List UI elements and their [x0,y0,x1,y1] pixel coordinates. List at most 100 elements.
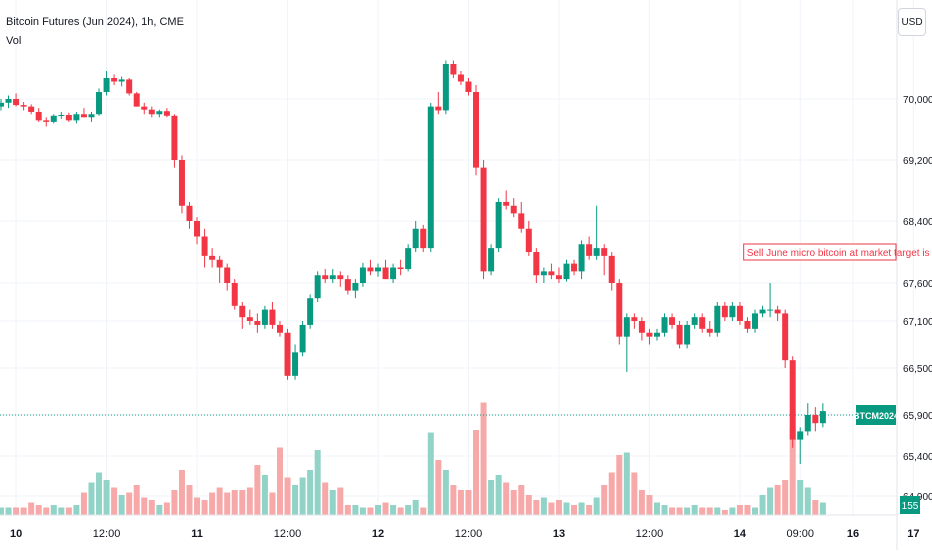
candle [329,269,336,283]
candle [194,217,201,245]
candle [367,259,374,276]
candle-body [661,317,668,333]
volume-bar [736,505,743,515]
candle-body [782,313,789,361]
candle [616,279,623,345]
candle [65,112,72,122]
candle-body [276,324,283,333]
volume-bar [699,507,706,515]
candle [148,106,155,118]
volume-bar [390,505,397,515]
candle [774,305,781,321]
volume-bar [201,500,208,515]
candle [412,221,419,252]
candle [435,92,442,115]
candle [397,259,404,276]
candle [390,263,397,283]
candle [638,317,645,341]
candle-body [148,109,155,115]
volume-bar [246,487,253,515]
candle [525,221,532,256]
candle [548,263,555,280]
y-tick-label: 67,600 [903,279,932,290]
x-tick-label: 10 [10,528,22,540]
candle [322,269,329,283]
price-marker-box [856,405,896,425]
volume-bar [608,472,615,515]
candle-body [382,267,389,280]
volume-bar [209,492,216,515]
x-tick-label: 12 [372,528,384,540]
candle-body [767,309,774,311]
candle-body [126,79,133,94]
candle-body [563,263,570,280]
volume-bar [292,485,299,515]
candle-body [96,92,103,115]
volume-bar [299,477,306,515]
volume-bar [669,507,676,515]
candle-body [216,259,223,268]
volume-bar [171,490,178,515]
legend-title: Bitcoin Futures (Jun 2024), 1h, CME [6,16,184,28]
candle-body [774,309,781,314]
candle-body [186,205,193,221]
candle [216,255,223,283]
candle-body [631,317,638,321]
candle-body [292,352,299,376]
candle [465,78,472,96]
volume-bar [503,482,510,515]
candle [782,309,789,368]
volume-bar [676,507,683,515]
volume-bar [329,490,336,515]
volume-bar [163,502,170,515]
candle-body [653,332,660,337]
currency-button[interactable]: USD [898,8,926,36]
x-tick-label: 12:00 [93,528,121,540]
candle [118,76,125,87]
candle-body [284,332,291,376]
candle-body [638,321,645,333]
candle-body [510,205,517,214]
candle [178,155,185,214]
volume-bar [767,487,774,515]
candle-body [533,252,540,276]
candle-body [254,321,261,325]
candle [540,267,547,283]
volume-bar [307,470,314,515]
candle-body [721,305,728,318]
candle-body [239,305,246,318]
candle-body [194,221,201,237]
volume-bar [276,447,283,515]
volume-bar [239,490,246,515]
candle [797,427,804,464]
candle-body [473,92,480,168]
x-tick-label: 12:00 [274,528,302,540]
x-tick-label: 12:00 [455,528,483,540]
candle-body [669,317,676,325]
candle [88,111,95,122]
volume-bar [216,487,223,515]
volume-bar [28,502,35,515]
candle-body [322,275,329,280]
candle-body [405,248,412,270]
candle-body [35,111,42,121]
candle-body [623,317,630,337]
candle [58,111,65,119]
volume-bar [397,507,404,515]
volume-bar [20,507,27,515]
candle [163,108,170,118]
candle [623,313,630,372]
volume-bar [442,470,449,515]
candle [269,302,276,329]
candle [819,403,826,428]
volume-bar [148,500,155,515]
candle [450,60,457,78]
volume-bar [314,450,321,515]
x-tick-label: 13 [553,528,565,540]
candle [759,305,766,318]
candle [359,262,366,287]
volume-bar [646,495,653,515]
candle [352,279,359,299]
volume-bar [13,507,20,515]
